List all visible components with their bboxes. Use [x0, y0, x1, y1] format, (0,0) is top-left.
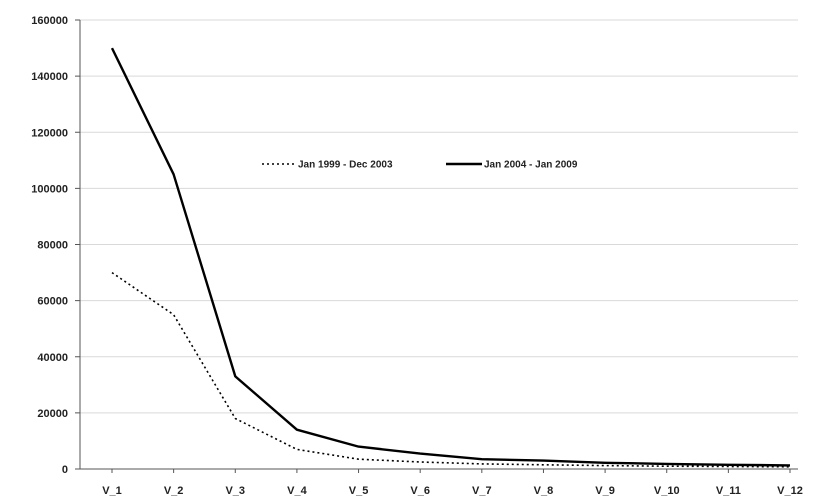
- y-tick-label: 80000: [37, 240, 68, 252]
- y-tick-label: 60000: [37, 296, 68, 308]
- x-tick-label: V_8: [534, 485, 554, 497]
- x-tick-label: V_11: [716, 485, 741, 497]
- x-tick-label: V_2: [164, 485, 184, 497]
- gridlines: [80, 19, 798, 414]
- axes: [75, 19, 798, 473]
- x-tick-label: V_12: [777, 485, 803, 497]
- y-tick-label: 0: [62, 464, 68, 476]
- series-line-2: [110, 47, 791, 467]
- series-lines: [110, 47, 791, 468]
- y-tick-label: 40000: [37, 352, 68, 364]
- y-tick-label: 140000: [31, 71, 68, 83]
- legend-label-2: Jan 2004 - Jan 2009: [484, 160, 578, 171]
- y-tick-labels: 0 20000 40000 60000 80000 100000 120000 140000 1…: [31, 15, 68, 476]
- x-tick-label: V_1: [102, 485, 122, 497]
- y-tick-label: 20000: [37, 408, 68, 420]
- legend: Jan 1999 - Dec 2003 Jan 2004 - Jan 2009: [262, 160, 578, 171]
- y-tick-label: 160000: [31, 15, 68, 27]
- legend-label-1: Jan 1999 - Dec 2003: [298, 160, 393, 171]
- x-tick-label: V_7: [472, 485, 492, 497]
- x-tick-label: V_5: [349, 485, 369, 497]
- y-tick-label: 120000: [31, 127, 68, 139]
- x-tick-label: V_6: [410, 485, 430, 497]
- series-line-1: [111, 271, 791, 468]
- x-tick-labels: V_1 V_2 V_3 V_4 V_5 V_6 V_7 V_8 V_9 V_10 V_11 V_12: [102, 485, 803, 497]
- y-tick-label: 100000: [31, 183, 68, 195]
- x-tick-label: V_9: [595, 485, 615, 497]
- x-tick-label: V_4: [287, 485, 307, 497]
- x-tick-label: V_10: [654, 485, 680, 497]
- x-tick-label: V_3: [225, 485, 245, 497]
